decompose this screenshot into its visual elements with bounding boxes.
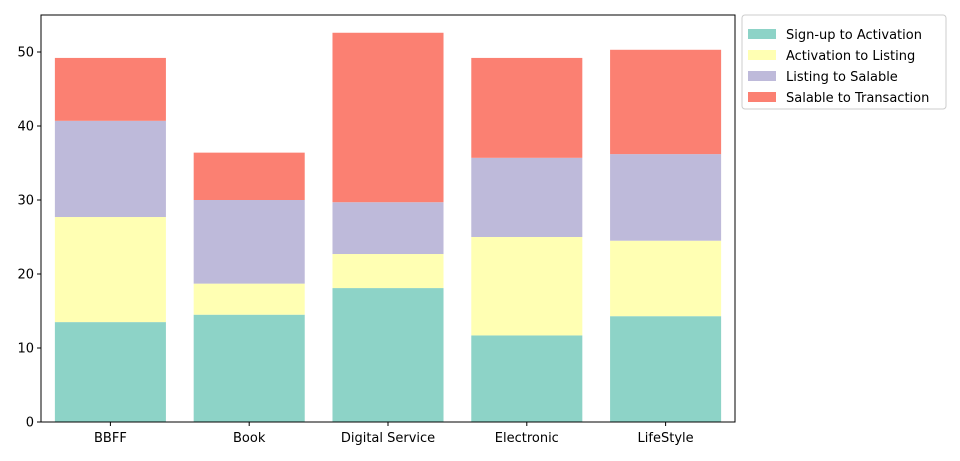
legend-swatch-listing-to-salable [748, 71, 776, 81]
legend-label-listing-to-salable: Listing to Salable [786, 70, 898, 85]
bar-lifestyle-activation-to-listing [610, 240, 722, 317]
y-tick-label-30: 30 [17, 194, 34, 209]
bar-digital-service-salable-to-transaction [332, 32, 444, 203]
bar-book-sign-up-to-activation [193, 314, 305, 422]
legend-swatch-sign-up-to-activation [748, 29, 776, 39]
y-axis: 0 10 20 30 40 50 [17, 46, 41, 431]
legend-label-sign-up-to-activation: Sign-up to Activation [786, 28, 922, 43]
bar-book-listing-to-salable [193, 200, 305, 284]
x-tick-label-bbff: BBFF [94, 431, 127, 446]
bar-electronic-salable-to-transaction [471, 57, 583, 158]
bar-book-activation-to-listing [193, 283, 305, 315]
legend-swatch-salable-to-transaction [748, 92, 776, 102]
x-axis: BBFF Book Digital Service Electronic LifeSty… [94, 422, 694, 446]
legend-label-salable-to-transaction: Salable to Transaction [786, 91, 929, 106]
bar-lifestyle-sign-up-to-activation [610, 316, 722, 422]
x-tick-label-digital-service: Digital Service [341, 431, 435, 446]
bars-layer [54, 32, 722, 422]
bar-bbff-sign-up-to-activation [54, 322, 166, 422]
bar-lifestyle-salable-to-transaction [610, 49, 722, 155]
bar-bbff-listing-to-salable [54, 120, 166, 218]
bar-bbff-salable-to-transaction [54, 57, 166, 121]
legend-swatch-activation-to-listing [748, 50, 776, 60]
bar-digital-service-sign-up-to-activation [332, 288, 444, 422]
y-tick-label-40: 40 [17, 120, 34, 135]
y-tick-label-0: 0 [26, 416, 34, 431]
bar-electronic-listing-to-salable [471, 157, 583, 237]
bar-lifestyle-listing-to-salable [610, 154, 722, 241]
x-tick-label-book: Book [233, 431, 266, 446]
legend: Sign-up to Activation Activation to Listi… [741, 14, 947, 110]
bar-bbff-activation-to-listing [54, 217, 166, 323]
legend-box [741, 14, 947, 110]
bar-electronic-activation-to-listing [471, 237, 583, 336]
y-tick-label-20: 20 [17, 268, 34, 283]
bar-digital-service-listing-to-salable [332, 202, 444, 255]
bar-electronic-sign-up-to-activation [471, 335, 583, 422]
bar-book-salable-to-transaction [193, 152, 305, 200]
legend-label-activation-to-listing: Activation to Listing [786, 49, 915, 64]
y-tick-label-50: 50 [17, 46, 34, 61]
bar-digital-service-activation-to-listing [332, 254, 444, 289]
x-tick-label-lifestyle: LifeStyle [638, 431, 694, 446]
x-tick-label-electronic: Electronic [495, 431, 559, 446]
y-tick-label-10: 10 [17, 342, 34, 357]
